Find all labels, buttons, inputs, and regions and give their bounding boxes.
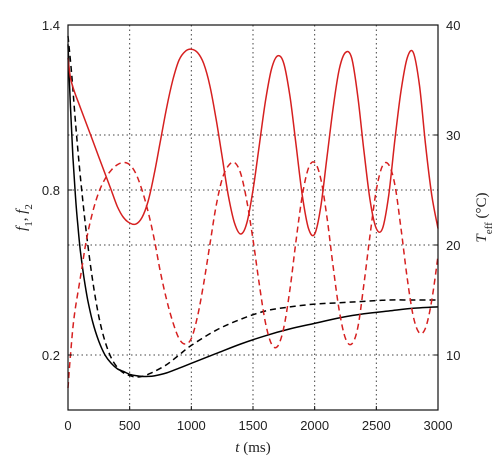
y-left-tick-label: 0.2 [42,348,60,363]
y-right-tick-label: 10 [446,348,460,363]
tick-labels: 0 500 1000 1500 2000 2500 3000 0.2 0.8 1.4 10 20 30 4… [42,18,461,433]
x-tick-label: 1000 [177,418,206,433]
y-right-tick-label: 40 [446,18,460,33]
x-tick-label: 2000 [300,418,329,433]
x-tick-label: 3000 [424,418,453,433]
x-axis-label: t (ms) [235,440,270,456]
x-tick-label: 500 [119,418,141,433]
y-axis-right-label: Teff (°C) [474,192,495,242]
series-line-1 [67,35,438,378]
y-left-tick-label: 1.4 [42,18,60,33]
y-right-tick-label: 20 [446,238,460,253]
series-layer [67,35,439,389]
series-line-0 [67,44,439,378]
x-tick-label: 2500 [362,418,391,433]
y-right-tick-label: 30 [446,128,460,143]
x-tick-label: 0 [64,418,71,433]
y-left-tick-label: 0.8 [42,183,60,198]
y-axis-left-label: f1, f2 [14,204,35,231]
x-tick-label: 1500 [239,418,268,433]
series-line-2 [67,48,439,237]
